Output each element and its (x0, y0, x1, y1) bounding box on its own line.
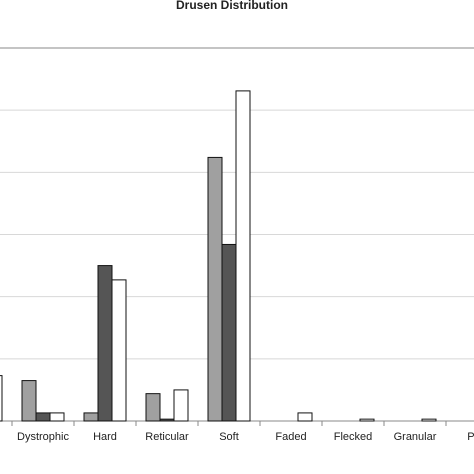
chart-title: Drusen Distribution (176, 0, 288, 12)
bar (221, 243, 237, 422)
bar (35, 412, 51, 422)
bar (421, 418, 437, 422)
bar (83, 412, 99, 422)
x-tick-label: Hard (93, 431, 117, 443)
bar (173, 389, 189, 422)
bar (207, 156, 223, 422)
x-tick-label: Pea (467, 431, 474, 443)
bar (49, 412, 65, 422)
bar (145, 393, 161, 422)
x-tick-label: Soft (219, 431, 239, 443)
bar (0, 375, 3, 422)
x-tick-label: Granular (394, 431, 437, 443)
bar (359, 418, 375, 422)
bar (159, 418, 175, 422)
bar (297, 412, 313, 422)
bar (21, 380, 37, 422)
x-tick-label: Flecked (334, 431, 373, 443)
x-tick-label: Dystrophic (17, 431, 69, 443)
bar (111, 279, 127, 422)
bar (97, 265, 113, 422)
bar (235, 90, 251, 422)
x-tick-label: Reticular (145, 431, 189, 443)
x-tick-label: Faded (275, 431, 306, 443)
